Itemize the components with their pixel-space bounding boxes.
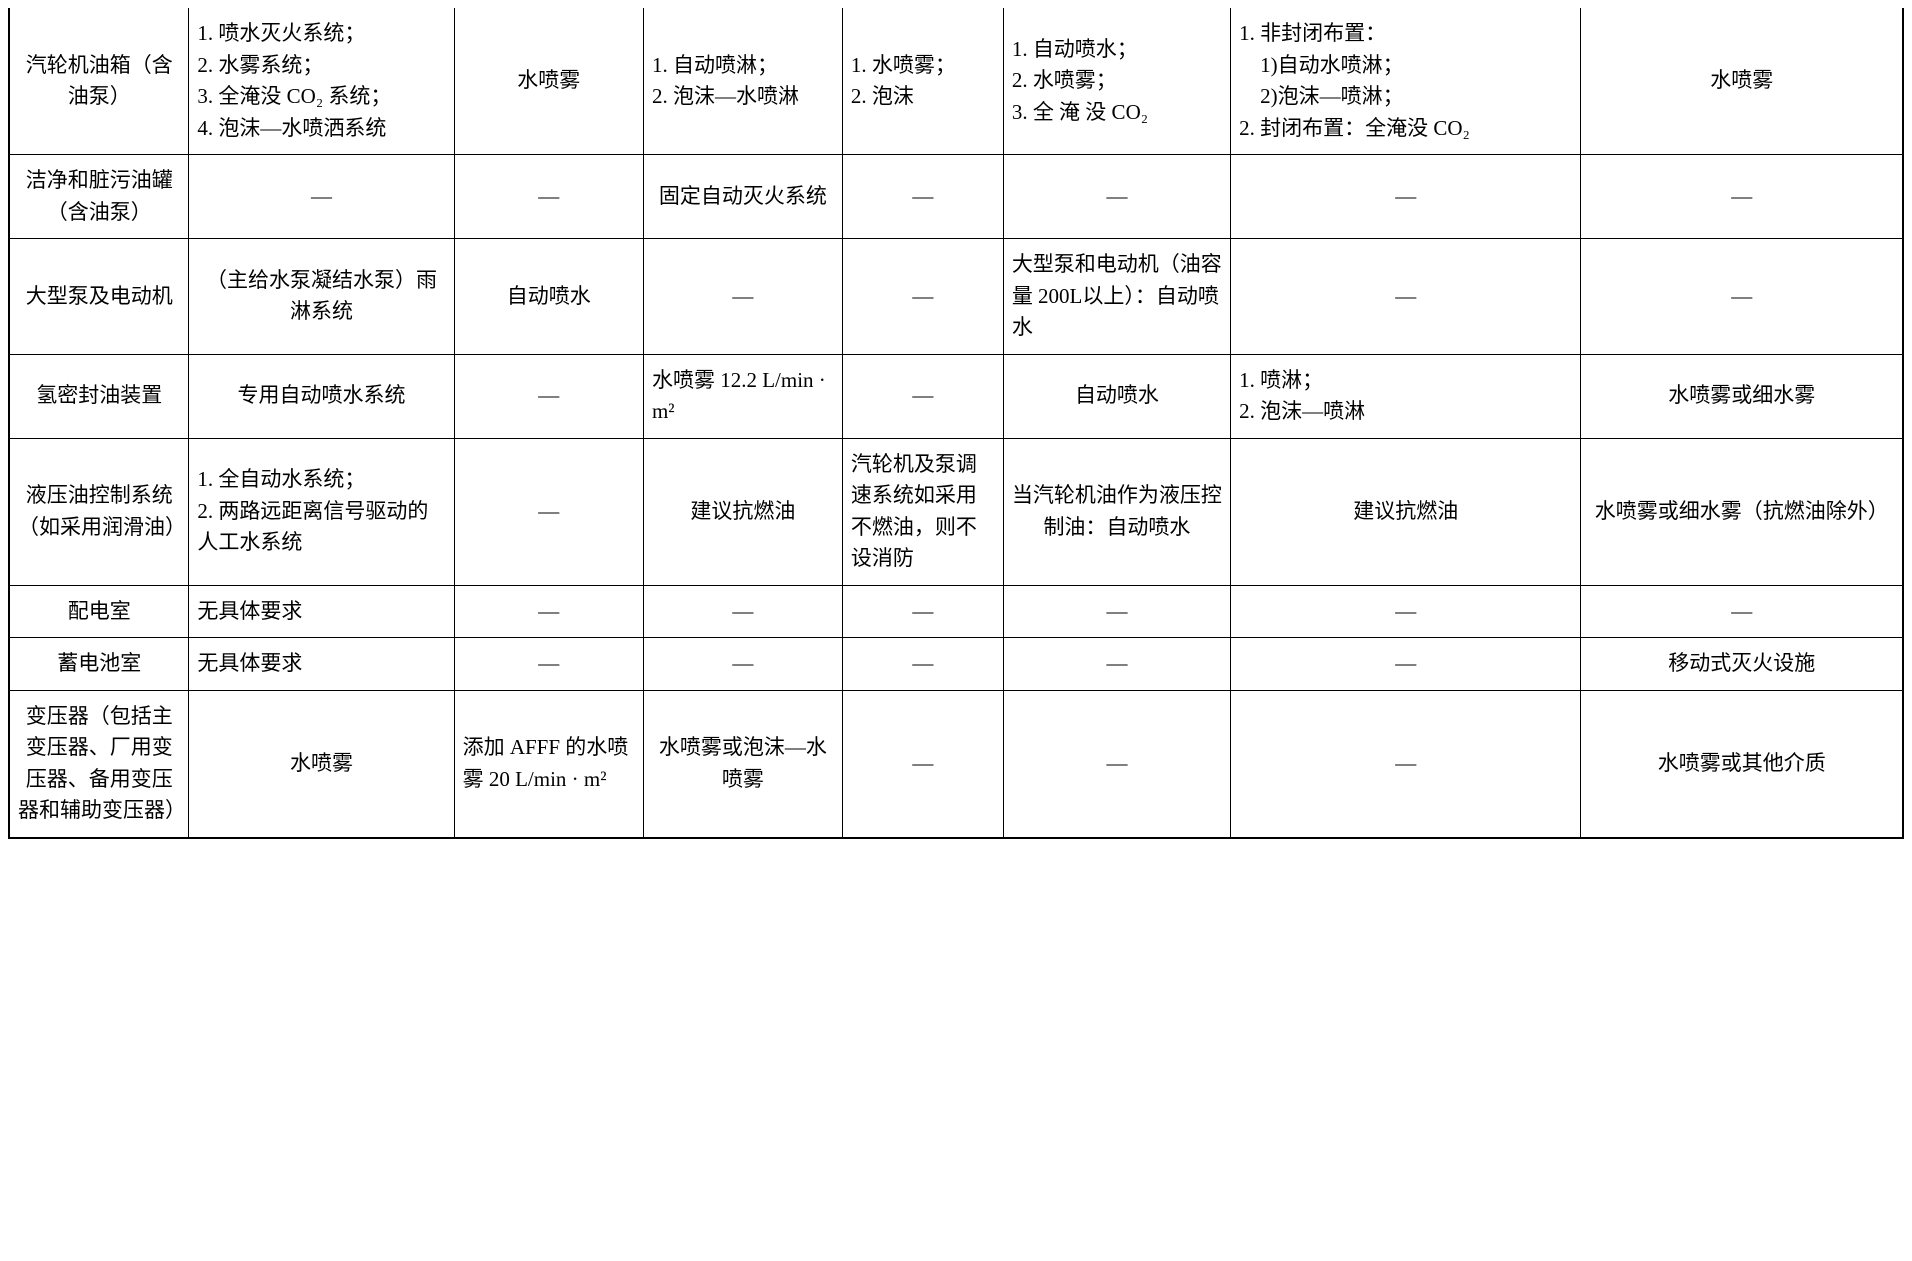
cell: —	[1581, 155, 1903, 239]
cell: 固定自动灭火系统	[643, 155, 842, 239]
cell: —	[454, 354, 643, 438]
cell: 1. 全自动水系统；2. 两路远距离信号驱动的人工水系统	[189, 438, 454, 585]
table-row: 洁净和脏污油罐（含油泵） — — 固定自动灭火系统 — — — —	[9, 155, 1903, 239]
cell: —	[842, 354, 1003, 438]
cell: —	[1003, 585, 1230, 638]
cell: 水喷雾	[189, 690, 454, 838]
cell: 1. 喷淋；2. 泡沫—喷淋	[1231, 354, 1581, 438]
cell: —	[454, 438, 643, 585]
cell: —	[454, 155, 643, 239]
cell: —	[189, 155, 454, 239]
cell: 自动喷水	[454, 239, 643, 355]
cell: —	[842, 155, 1003, 239]
table-row: 蓄电池室 无具体要求 — — — — — 移动式灭火设施	[9, 638, 1903, 691]
cell: —	[1003, 690, 1230, 838]
cell: 水喷雾 12.2 L/min · m²	[643, 354, 842, 438]
cell: —	[842, 239, 1003, 355]
cell: 专用自动喷水系统	[189, 354, 454, 438]
row-header: 液压油控制系统（如采用润滑油）	[9, 438, 189, 585]
cell: 水喷雾或泡沫—水喷雾	[643, 690, 842, 838]
cell: 1. 喷水灭火系统；2. 水雾系统；3. 全淹没 CO₂ 系统；4. 泡沫—水喷…	[189, 8, 454, 155]
cell: —	[1231, 585, 1581, 638]
cell: —	[1231, 155, 1581, 239]
cell: 大型泵和电动机（油容量 200L以上）：自动喷水	[1003, 239, 1230, 355]
row-header: 氢密封油装置	[9, 354, 189, 438]
cell: —	[454, 585, 643, 638]
row-header: 汽轮机油箱（含油泵）	[9, 8, 189, 155]
cell: 汽轮机及泵调速系统如采用不燃油，则不设消防	[842, 438, 1003, 585]
cell: 移动式灭火设施	[1581, 638, 1903, 691]
row-header: 蓄电池室	[9, 638, 189, 691]
row-header: 配电室	[9, 585, 189, 638]
row-header: 变压器（包括主变压器、厂用变压器、备用变压器和辅助变压器）	[9, 690, 189, 838]
table-row: 变压器（包括主变压器、厂用变压器、备用变压器和辅助变压器） 水喷雾 添加 AFF…	[9, 690, 1903, 838]
cell: （主给水泵凝结水泵）雨淋系统	[189, 239, 454, 355]
cell: —	[454, 638, 643, 691]
cell: 添加 AFFF 的水喷雾 20 L/min · m²	[454, 690, 643, 838]
cell: 水喷雾或细水雾（抗燃油除外）	[1581, 438, 1903, 585]
cell: —	[643, 638, 842, 691]
cell: —	[1231, 239, 1581, 355]
cell: 1. 水喷雾；2. 泡沫	[842, 8, 1003, 155]
cell: —	[643, 239, 842, 355]
cell: —	[1003, 155, 1230, 239]
cell: —	[1581, 585, 1903, 638]
cell: —	[842, 690, 1003, 838]
cell: 建议抗燃油	[1231, 438, 1581, 585]
cell: 水喷雾或细水雾	[1581, 354, 1903, 438]
cell: 建议抗燃油	[643, 438, 842, 585]
row-header: 洁净和脏污油罐（含油泵）	[9, 155, 189, 239]
cell: 1. 自动喷淋；2. 泡沫—水喷淋	[643, 8, 842, 155]
cell: —	[1231, 638, 1581, 691]
cell: 水喷雾或其他介质	[1581, 690, 1903, 838]
cell: 水喷雾	[1581, 8, 1903, 155]
table-row: 液压油控制系统（如采用润滑油） 1. 全自动水系统；2. 两路远距离信号驱动的人…	[9, 438, 1903, 585]
cell: 无具体要求	[189, 638, 454, 691]
cell: —	[842, 638, 1003, 691]
cell: —	[643, 585, 842, 638]
table-row: 氢密封油装置 专用自动喷水系统 — 水喷雾 12.2 L/min · m² — …	[9, 354, 1903, 438]
table-row: 配电室 无具体要求 — — — — — —	[9, 585, 1903, 638]
table-row: 大型泵及电动机 （主给水泵凝结水泵）雨淋系统 自动喷水 — — 大型泵和电动机（…	[9, 239, 1903, 355]
cell: —	[1231, 690, 1581, 838]
row-header: 大型泵及电动机	[9, 239, 189, 355]
table-row: 汽轮机油箱（含油泵） 1. 喷水灭火系统；2. 水雾系统；3. 全淹没 CO₂ …	[9, 8, 1903, 155]
cell: 当汽轮机油作为液压控制油：自动喷水	[1003, 438, 1230, 585]
fire-protection-table: 汽轮机油箱（含油泵） 1. 喷水灭火系统；2. 水雾系统；3. 全淹没 CO₂ …	[8, 8, 1904, 839]
table-body: 汽轮机油箱（含油泵） 1. 喷水灭火系统；2. 水雾系统；3. 全淹没 CO₂ …	[9, 8, 1903, 838]
cell: —	[1581, 239, 1903, 355]
cell: —	[1003, 638, 1230, 691]
cell: 水喷雾	[454, 8, 643, 155]
cell: 自动喷水	[1003, 354, 1230, 438]
cell: 1. 自动喷水；2. 水喷雾；3. 全 淹 没 CO₂	[1003, 8, 1230, 155]
cell: 无具体要求	[189, 585, 454, 638]
cell: —	[842, 585, 1003, 638]
cell: 1. 非封闭布置： 1)自动水喷淋； 2)泡沫—喷淋；2. 封闭布置：全淹没 C…	[1231, 8, 1581, 155]
